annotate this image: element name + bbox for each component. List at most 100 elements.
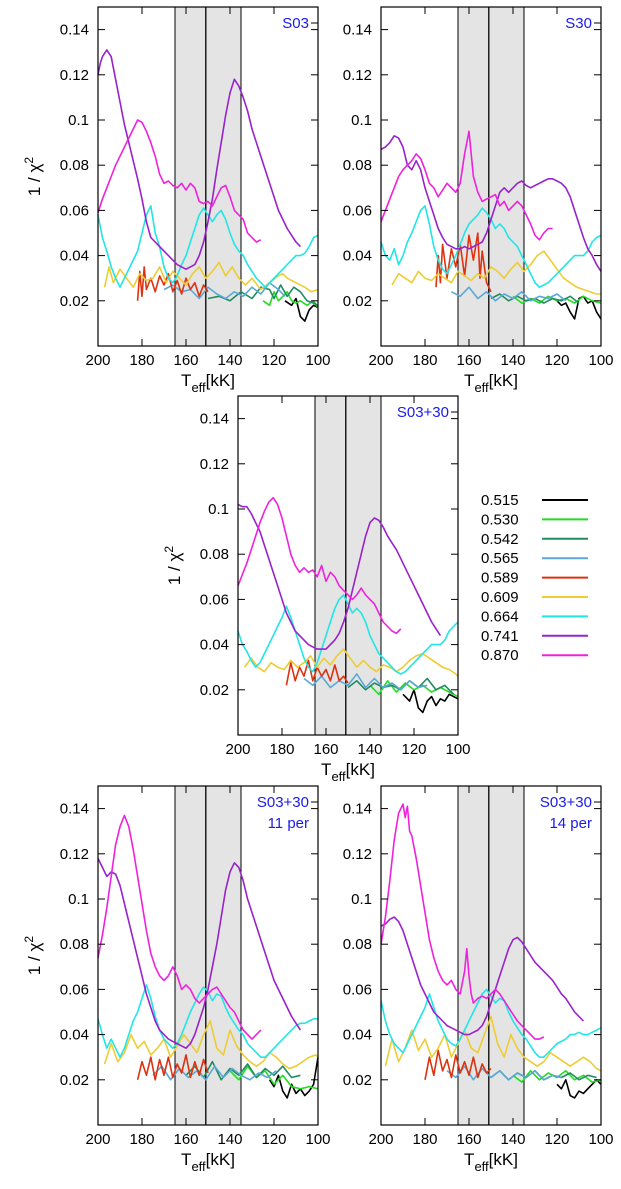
series-line-0.530 xyxy=(229,1065,319,1090)
series-line-0.589 xyxy=(435,232,492,293)
y-tick-label: 0.1 xyxy=(208,501,229,518)
x-axis-label-main: T xyxy=(321,760,331,779)
legend-label: 0.565 xyxy=(481,550,519,567)
y-tick-label: 0.1 xyxy=(351,891,372,908)
x-axis-label: Teff[kK] xyxy=(181,371,235,395)
x-tick-label: 180 xyxy=(129,1131,154,1148)
series-line-0.741 xyxy=(380,916,584,1036)
x-axis-label-main: T xyxy=(464,1150,474,1169)
x-axis-label-sub: eff xyxy=(191,380,206,395)
x-tick-label: 100 xyxy=(588,1131,613,1148)
series-line-0.515 xyxy=(284,297,319,322)
x-axis-label-sub: eff xyxy=(474,380,489,395)
y-tick-label: 0.1 xyxy=(68,891,89,908)
x-tick-label: 100 xyxy=(305,352,330,369)
x-tick-label: 200 xyxy=(225,741,250,758)
series-line-0.870 xyxy=(237,496,402,635)
y-tick-label: 0.14 xyxy=(343,22,372,39)
x-axis-label: Teff[kK] xyxy=(464,1150,518,1174)
x-axis-label-unit: [kK] xyxy=(206,371,235,390)
legend-label: 0.530 xyxy=(481,511,519,528)
y-tick-label: 0.12 xyxy=(60,846,89,863)
panel-label: S03 xyxy=(282,15,309,32)
series-line-0.741 xyxy=(237,503,442,650)
x-tick-label: 160 xyxy=(313,741,338,758)
y-tick-label: 0.04 xyxy=(60,1027,89,1044)
y-tick-label: 0.14 xyxy=(200,411,229,428)
legend-label: 0.664 xyxy=(481,608,519,625)
y-tick-label: 0.08 xyxy=(200,546,229,563)
y-tick-label: 0.12 xyxy=(343,846,372,863)
y-tick-label: 0.06 xyxy=(343,981,372,998)
y-tick-label: 0.04 xyxy=(200,637,229,654)
chart-panel-2: 200 180 160 140 120 100 0.02 0.04 0.06 0.08 0.1 0.1… xyxy=(343,6,614,395)
y-tick-label: 0.06 xyxy=(200,591,229,608)
y-tick-label: 0.1 xyxy=(68,112,89,129)
y-tick-label: 0.08 xyxy=(343,157,372,174)
x-axis-label-sub: eff xyxy=(191,1159,206,1174)
y-tick-label: 0.04 xyxy=(60,248,89,265)
y-tick-label: 0.04 xyxy=(343,1027,372,1044)
series-line-0.609 xyxy=(103,1020,319,1070)
plot-frame xyxy=(237,395,459,736)
legend-label: 0.609 xyxy=(481,589,519,606)
y-axis-label-chi: χ xyxy=(25,943,44,952)
y-tick-label: 0.14 xyxy=(343,801,372,818)
series-line-0.530 xyxy=(512,1070,602,1083)
series-line-0.741 xyxy=(97,857,302,1049)
x-axis-label-main: T xyxy=(181,1150,191,1169)
y-tick-label: 0.14 xyxy=(60,22,89,39)
series-line-0.609 xyxy=(243,648,459,677)
y-tick-label: 0.08 xyxy=(60,936,89,953)
y-tick-label: 0.08 xyxy=(343,936,372,953)
x-tick-label: 140 xyxy=(217,1131,242,1148)
y-tick-label: 0.04 xyxy=(343,248,372,265)
panel-label: 11 per xyxy=(268,815,309,832)
chart-panel-4: 200 180 160 140 120 100 0.02 0.04 0.06 0.08 0.1 0.1… xyxy=(22,785,331,1174)
x-tick-label: 180 xyxy=(412,352,437,369)
y-axis-label-sup: 2 xyxy=(22,936,36,943)
y-axis-label-chi: χ xyxy=(165,553,184,562)
series-line-0.609 xyxy=(103,261,319,293)
panel-label: S30 xyxy=(565,15,592,32)
x-tick-label: 200 xyxy=(368,352,393,369)
series-line-0.589 xyxy=(424,1049,492,1080)
y-axis-label-sup: 2 xyxy=(22,157,36,164)
panel-label: S03+30 xyxy=(397,404,449,421)
y-axis-label: 1 / χ2 xyxy=(22,936,44,976)
x-tick-label: 180 xyxy=(269,741,294,758)
y-tick-label: 0.06 xyxy=(343,202,372,219)
series-line-0.870 xyxy=(97,119,262,243)
x-tick-label: 160 xyxy=(173,1131,198,1148)
series-line-0.515 xyxy=(556,295,602,320)
series-line-0.870 xyxy=(380,130,553,241)
y-axis-label: 1 / χ2 xyxy=(22,157,44,197)
y-tick-label: 0.02 xyxy=(343,1072,372,1089)
series-line-0.542 xyxy=(185,1060,301,1081)
series-line-0.530 xyxy=(369,679,459,698)
series-line-0.515 xyxy=(556,1079,602,1099)
x-axis-label: Teff[kK] xyxy=(181,1150,235,1174)
series-line-0.870 xyxy=(97,814,262,1040)
x-tick-label: 200 xyxy=(368,1131,393,1148)
legend-label: 0.589 xyxy=(481,570,519,587)
panel-label: S03+30 xyxy=(257,794,309,811)
shaded-region xyxy=(457,6,525,347)
x-axis-label: Teff[kK] xyxy=(464,371,518,395)
legend-label: 0.870 xyxy=(481,647,519,664)
x-axis-label-sub: eff xyxy=(474,1159,489,1174)
series-line-0.609 xyxy=(391,250,601,295)
x-tick-label: 100 xyxy=(305,1131,330,1148)
x-tick-label: 200 xyxy=(85,352,110,369)
y-tick-label: 0.12 xyxy=(60,67,89,84)
x-tick-label: 120 xyxy=(261,352,286,369)
x-tick-label: 120 xyxy=(261,1131,286,1148)
y-axis-label: 1 / χ2 xyxy=(162,546,184,586)
x-axis-label-main: T xyxy=(181,371,191,390)
series-line-0.530 xyxy=(262,290,319,309)
series-line-0.664 xyxy=(97,205,319,289)
x-axis-label-sub: eff xyxy=(331,769,346,784)
series-line-0.589 xyxy=(136,1054,209,1081)
series-line-0.565 xyxy=(303,673,428,691)
panel-label: S03+30 xyxy=(540,794,592,811)
